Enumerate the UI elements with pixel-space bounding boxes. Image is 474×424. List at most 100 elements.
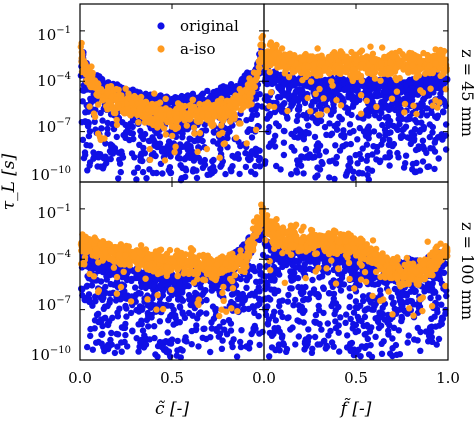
data-point-original	[253, 111, 261, 118]
data-point-original	[406, 134, 413, 142]
data-point-a-iso	[113, 116, 120, 124]
data-point-original	[305, 326, 312, 333]
data-point-original	[363, 157, 370, 164]
data-point-a-iso	[118, 95, 125, 102]
data-point-a-iso	[86, 103, 93, 110]
data-point-original	[349, 174, 357, 182]
data-point-a-iso	[174, 272, 181, 279]
data-point-original	[318, 158, 325, 166]
data-point-original	[226, 128, 233, 135]
data-point-a-iso	[161, 157, 169, 164]
data-point-a-iso	[211, 112, 219, 120]
data-point-a-iso	[253, 70, 260, 78]
data-point-a-iso	[121, 252, 129, 259]
data-point-original	[256, 263, 263, 270]
data-point-original	[138, 320, 145, 328]
data-point-a-iso	[367, 43, 374, 50]
data-point-original	[333, 153, 340, 161]
data-point-original	[429, 145, 436, 152]
data-point-original	[95, 338, 102, 346]
data-point-original	[428, 109, 435, 117]
data-point-a-iso	[280, 59, 287, 66]
data-point-a-iso	[349, 75, 356, 82]
data-point-original	[201, 121, 208, 128]
data-point-a-iso	[211, 267, 218, 274]
data-point-original	[123, 129, 130, 137]
data-point-a-iso	[238, 89, 245, 96]
data-point-a-iso	[169, 132, 176, 140]
data-point-original	[288, 130, 295, 138]
data-point-a-iso	[377, 77, 384, 84]
data-point-a-iso	[162, 95, 169, 103]
data-point-a-iso	[229, 278, 236, 285]
data-point-original	[179, 310, 187, 318]
data-point-original	[173, 352, 180, 359]
data-point-original	[229, 163, 236, 170]
data-point-original	[354, 136, 361, 143]
data-point-original	[336, 147, 344, 154]
data-point-original	[363, 108, 371, 115]
data-point-a-iso	[417, 87, 424, 94]
data-point-original	[137, 127, 144, 135]
data-point-a-iso	[156, 256, 163, 263]
data-point-original	[314, 341, 321, 348]
data-point-original	[378, 340, 385, 347]
data-point-original	[263, 80, 271, 88]
data-point-original	[182, 154, 190, 161]
data-point-original	[150, 150, 157, 157]
data-point-a-iso	[253, 224, 260, 231]
data-point-original	[425, 163, 433, 170]
data-point-original	[278, 75, 285, 82]
data-point-original	[419, 137, 427, 144]
data-point-a-iso	[135, 119, 142, 126]
data-point-a-iso	[146, 262, 154, 269]
data-point-a-iso	[244, 81, 252, 88]
data-point-original	[315, 102, 323, 110]
data-point-original	[204, 87, 211, 95]
data-point-original	[256, 163, 264, 170]
data-point-a-iso	[401, 109, 408, 116]
data-point-original	[386, 82, 394, 89]
data-point-a-iso	[174, 265, 181, 272]
data-point-a-iso	[136, 105, 144, 112]
data-point-original	[352, 86, 359, 94]
data-point-a-iso	[352, 70, 360, 78]
data-point-original	[248, 290, 256, 297]
data-point-a-iso	[194, 265, 201, 272]
data-point-original	[217, 330, 224, 337]
data-point-original	[284, 89, 292, 96]
data-point-original	[289, 100, 297, 108]
data-point-original	[306, 151, 313, 158]
data-point-a-iso	[237, 120, 244, 127]
data-point-original	[434, 112, 442, 119]
data-point-original	[209, 284, 216, 292]
data-point-original	[416, 127, 423, 135]
data-point-a-iso	[81, 59, 89, 67]
data-point-a-iso	[317, 111, 324, 118]
data-point-a-iso	[409, 55, 417, 62]
data-point-original	[404, 339, 411, 346]
data-point-original	[214, 90, 222, 97]
data-point-original	[269, 80, 276, 88]
data-point-original	[123, 305, 130, 312]
data-point-original	[196, 94, 204, 101]
data-point-a-iso	[426, 69, 434, 77]
data-point-a-iso	[216, 312, 223, 320]
data-point-original	[376, 132, 383, 139]
data-point-original	[175, 148, 183, 156]
data-point-a-iso	[257, 59, 264, 66]
data-point-original	[118, 348, 125, 355]
data-point-original	[359, 170, 366, 177]
data-point-original	[356, 124, 363, 132]
data-point-original	[113, 330, 120, 338]
data-point-a-iso	[112, 96, 120, 103]
data-point-original	[122, 320, 129, 328]
data-point-original	[206, 171, 214, 178]
data-point-original	[246, 126, 253, 133]
data-point-original	[302, 145, 310, 153]
data-point-original	[107, 155, 114, 163]
data-point-original	[340, 143, 347, 150]
data-point-a-iso	[442, 86, 449, 93]
data-point-original	[220, 318, 227, 326]
data-point-original	[301, 154, 308, 161]
